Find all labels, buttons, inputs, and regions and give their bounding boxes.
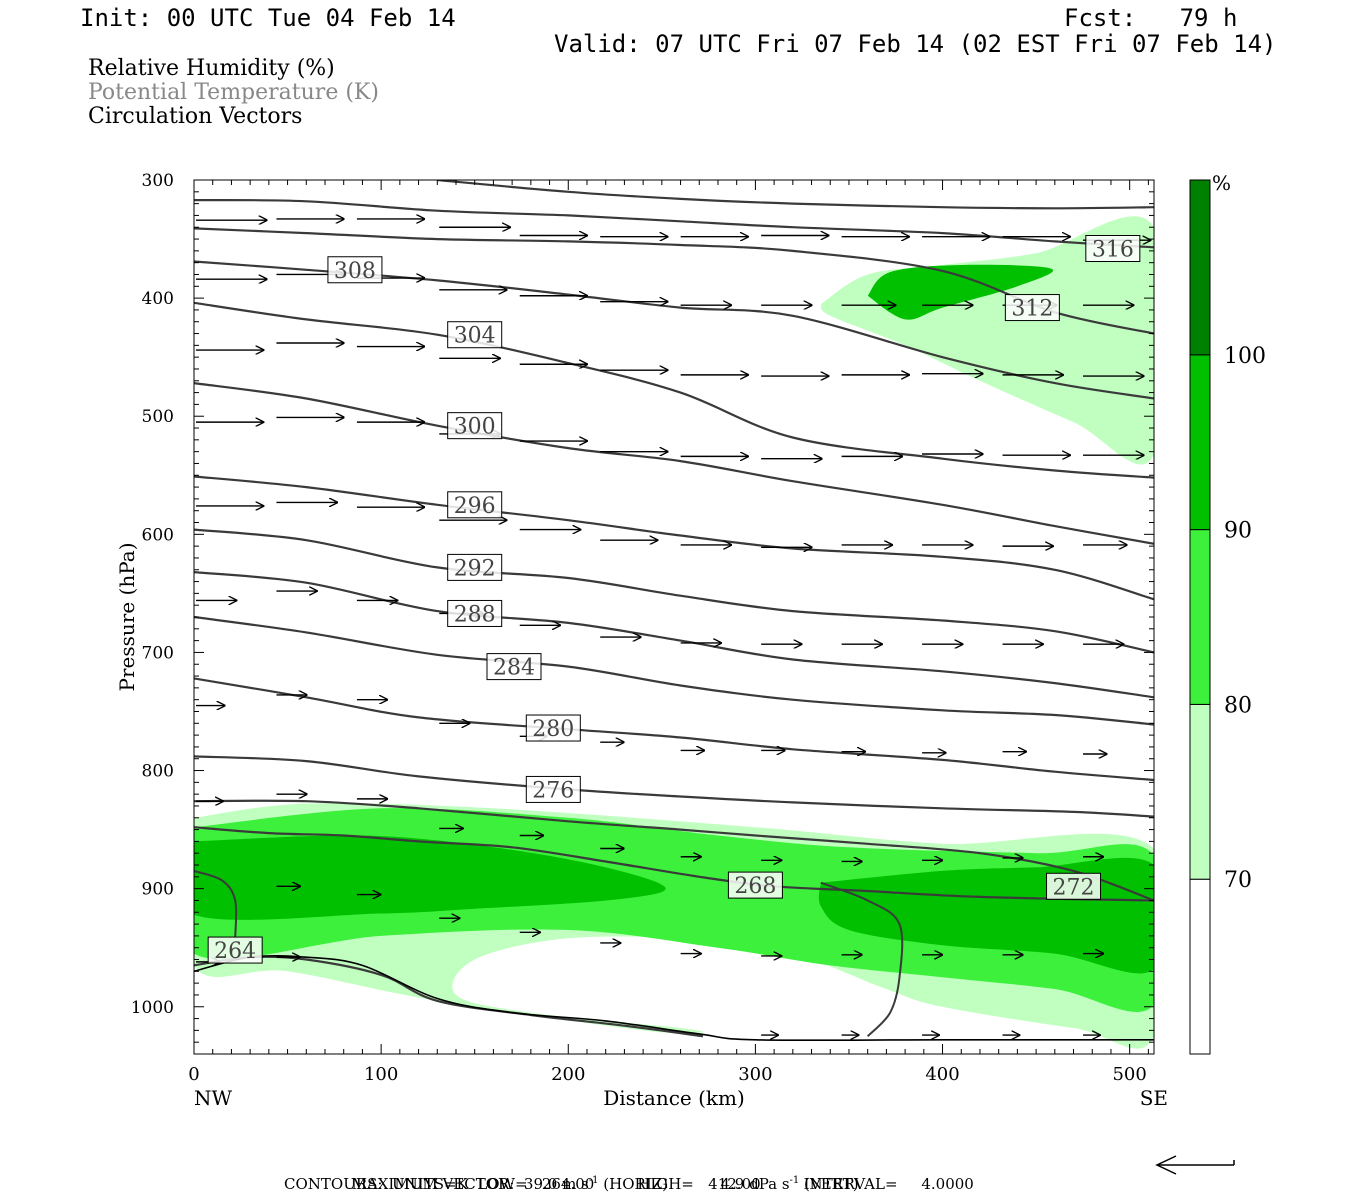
x-end-label-right: SE [1140,1086,1168,1110]
x-tick-label: 200 [551,1064,585,1085]
theta-label-312: 312 [1011,297,1053,322]
theta-contour-304 [194,301,1154,479]
theta-label-box-312 [1004,294,1060,322]
rh-fill-90-3 [194,835,666,920]
x-tick-label: 500 [1112,1064,1146,1085]
theta-contour-316 [194,198,1154,249]
y-axis-title: Pressure (hPa) [115,543,139,692]
field-vectors-label: Circulation Vectors [88,104,303,129]
reference-vector-arrow [1155,1155,1235,1175]
y-tick-label: 800 [142,762,174,782]
theta-label-box-276 [525,775,581,803]
x-end-label-left: NW [194,1086,233,1110]
theta-label-box-268 [727,871,783,899]
forecast-hour: Fcst: 79 h [1064,4,1238,32]
y-tick-label: 700 [142,643,174,663]
theta-label-276: 276 [532,778,574,803]
rh-fill-90-5 [867,264,1054,320]
y-tick-label: 1000 [131,998,174,1018]
theta-label-box-296 [447,491,503,519]
x-tick-label: 400 [925,1064,959,1085]
theta-label-box-272 [1046,872,1102,900]
rh-boundary-contour-1 [820,881,904,1038]
x-tick-label: 0 [188,1064,199,1085]
rh-boundary-contour-0 [194,869,238,939]
x-axis-title: Distance (km) [603,1086,745,1110]
theta-label-304: 304 [454,324,496,349]
theta-contour-268 [194,826,1154,902]
colorbar-swatch-1 [1189,703,1211,880]
theta-label-280: 280 [532,717,574,742]
colorbar-level-80: 80 [1224,693,1252,718]
theta-label-box-300 [447,412,503,440]
field-rh-label: Relative Humidity (%) [88,56,335,81]
terrain-line [194,954,1154,1042]
y-tick-label: 500 [142,407,174,427]
init-time: Init: 00 UTC Tue 04 Feb 14 [80,4,456,32]
colorbar-swatch-2 [1189,529,1211,705]
field-theta-label: Potential Temperature (K) [88,80,379,105]
colorbar-swatch-4 [1189,179,1211,356]
theta-contour-296 [194,475,1154,601]
colorbar-level-70: 70 [1224,868,1252,893]
theta-contour-276 [194,755,1154,818]
theta-label-288: 288 [454,602,496,627]
theta-contour-284 [194,615,1154,726]
colorbar-level-100: 100 [1224,344,1266,369]
colorbar-swatch-3 [1189,354,1211,531]
theta-contour-300 [194,382,1154,545]
theta-label-box-292 [447,553,503,581]
theta-label-268: 268 [734,874,776,899]
y-tick-label: 900 [142,880,174,900]
theta-label-292: 292 [454,556,496,581]
colorbar-unit: % [1212,171,1231,195]
colorbar-swatch-0 [1189,878,1211,1055]
theta-label-264: 264 [214,939,256,964]
theta-label-box-264 [207,936,263,964]
y-tick-label: 300 [142,171,174,191]
theta-contour-288 [194,571,1154,699]
theta-label-box-284 [486,653,542,681]
max-vector-note: MAXIMUM VECTOR: 39.0 m s-1 (HORIZ) 4.9 d… [351,1175,859,1193]
x-tick-label: 100 [364,1064,398,1085]
theta-label-316: 316 [1092,238,1134,263]
contours-note: CONTOURS: UNITS=K LOW= 264.00 HIGH= 412.… [284,1175,974,1193]
theta-label-box-316 [1085,235,1141,263]
theta-label-308: 308 [334,259,376,284]
theta-label-272: 272 [1053,875,1095,900]
theta-label-box-308 [327,256,383,284]
y-tick-label: 600 [142,525,174,545]
y-tick-label: 400 [142,289,174,309]
colorbar-level-90: 90 [1224,519,1252,544]
theta-label-box-280 [525,714,581,742]
valid-time: Valid: 07 UTC Fri 07 Feb 14 (02 EST Fri … [554,30,1277,58]
theta-label-284: 284 [493,656,535,681]
theta-contour-280 [194,677,1154,782]
theta-label-box-288 [447,599,503,627]
theta-contour-320 [437,180,1154,210]
theta-label-box-304 [447,321,503,349]
theta-label-296: 296 [454,494,496,519]
x-tick-label: 300 [738,1064,772,1085]
theta-contour-292 [194,528,1154,654]
theta-label-300: 300 [454,415,496,440]
